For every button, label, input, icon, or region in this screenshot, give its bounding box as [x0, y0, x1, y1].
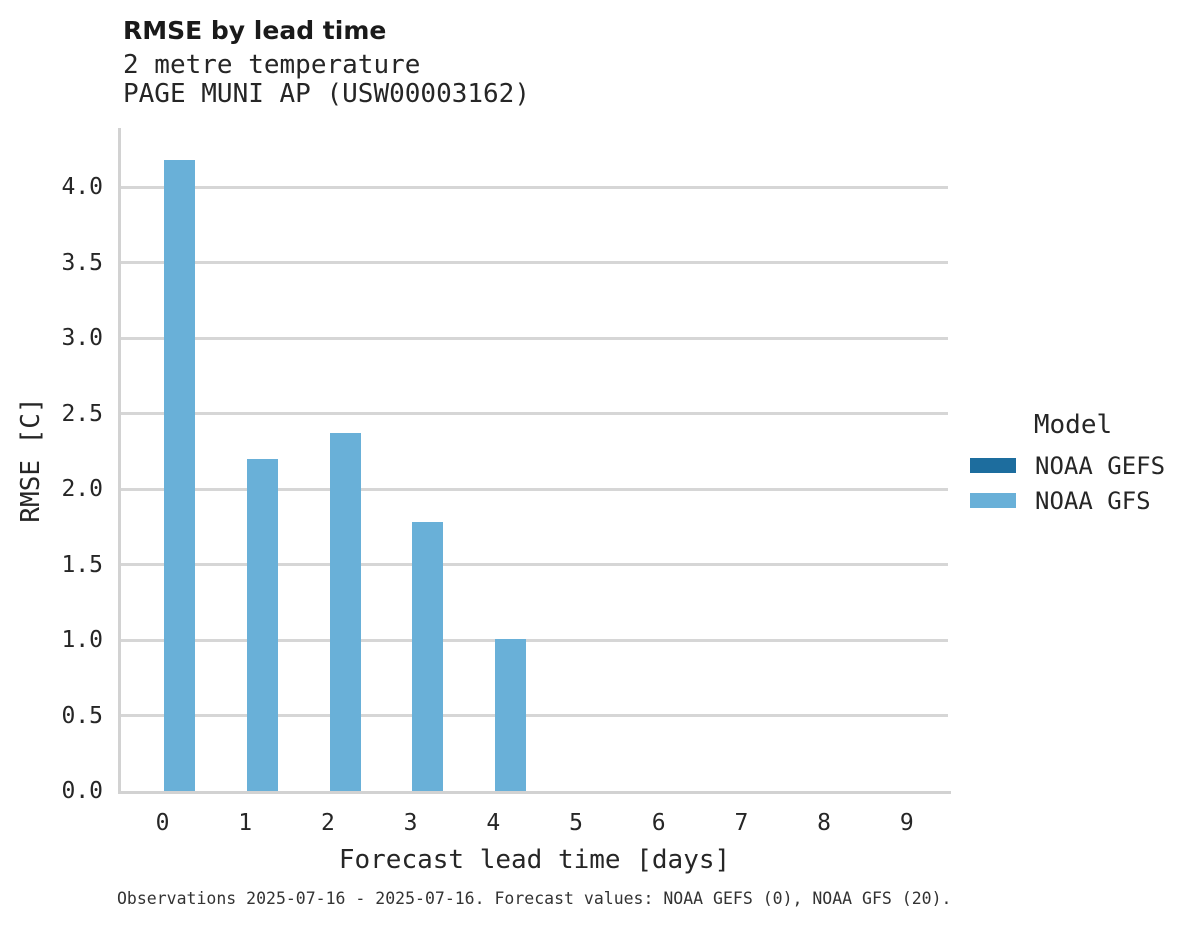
legend-items: NOAA GEFS NOAA GFS — [968, 448, 1178, 518]
gridline — [121, 714, 948, 717]
bar-noaa-gfs-lead-1 — [247, 458, 279, 791]
legend-item-noaa-gfs: NOAA GFS — [968, 483, 1178, 518]
gridline — [121, 336, 948, 340]
y-tick-label: 3.0 — [61, 325, 103, 351]
x-tick-label: 3 — [403, 810, 418, 836]
y-tick-label: 0.0 — [61, 778, 103, 804]
chart-subtitle-station: PAGE MUNI AP (USW00003162) — [123, 79, 530, 109]
gridline — [121, 638, 948, 642]
legend-swatch-icon — [970, 493, 1016, 508]
y-tick-label: 2.0 — [61, 476, 103, 502]
gridline — [121, 185, 948, 189]
legend-item-noaa-gefs: NOAA GEFS — [968, 448, 1178, 483]
x-tick-label: 2 — [320, 810, 335, 836]
gridline — [121, 563, 948, 566]
x-tick-label: 9 — [899, 810, 914, 836]
plot-area — [118, 128, 951, 794]
chart-subtitle-variable: 2 metre temperature — [123, 50, 421, 80]
bar-noaa-gfs-lead-2 — [329, 433, 361, 791]
y-tick-label: 1.0 — [61, 627, 103, 653]
x-tick-label: 6 — [651, 810, 666, 836]
x-tick-label: 5 — [569, 810, 583, 836]
gridline — [121, 412, 948, 415]
y-tick-label: 0.5 — [61, 702, 103, 729]
legend-title: Model — [1033, 410, 1113, 440]
chart-title: RMSE by lead time — [123, 16, 387, 45]
legend-label: NOAA GEFS — [1035, 451, 1166, 480]
x-tick-label: 8 — [817, 810, 832, 836]
y-tick-label: 2.5 — [61, 400, 103, 427]
x-tick-label: 7 — [734, 810, 749, 836]
y-axis-title: RMSE [C] — [16, 397, 46, 523]
bar-noaa-gfs-lead-3 — [412, 522, 444, 791]
gridline — [121, 487, 948, 491]
x-tick-label: 4 — [486, 810, 501, 836]
legend-swatch-icon — [970, 458, 1016, 473]
y-tick-label: 3.5 — [61, 249, 103, 276]
x-tick-label: 1 — [238, 810, 253, 836]
x-tick-label: 0 — [155, 810, 170, 836]
y-tick-label: 4.0 — [61, 174, 103, 200]
y-tick-label: 1.5 — [61, 551, 103, 578]
footer-caption: Observations 2025-07-16 - 2025-07-16. Fo… — [117, 889, 952, 908]
gridline — [121, 261, 948, 264]
bar-noaa-gfs-lead-4 — [495, 638, 527, 791]
legend: Model NOAA GEFS NOAA GFS — [968, 410, 1178, 518]
legend-label: NOAA GFS — [1035, 486, 1151, 515]
bar-noaa-gfs-lead-0 — [164, 159, 196, 791]
x-axis-title: Forecast lead time [days] — [338, 845, 731, 875]
